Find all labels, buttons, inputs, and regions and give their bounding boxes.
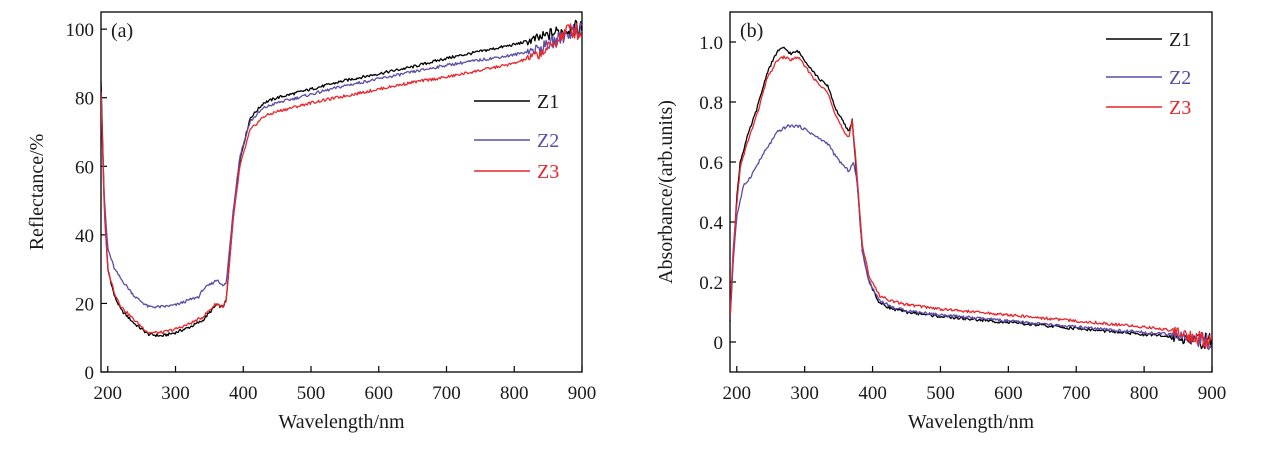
series-line-z1-b <box>730 46 1212 350</box>
x-tick-label-a: 900 <box>568 383 597 404</box>
series-line-z3-b <box>730 55 1212 350</box>
x-tick-label-a: 800 <box>500 383 529 404</box>
series-line-z3-a <box>101 22 582 335</box>
legend-label-z3-a: Z3 <box>537 161 559 183</box>
legend-label-z3-b: Z3 <box>1169 97 1191 119</box>
x-axis-label-b: Wavelength/nm <box>908 411 1035 433</box>
y-tick-label-b: 0.2 <box>699 273 723 294</box>
x-tick-label-a: 300 <box>161 383 190 404</box>
series-line-z1-a <box>101 19 582 338</box>
x-tick-label-b: 200 <box>723 383 752 404</box>
plot-frame-a <box>100 11 583 373</box>
y-tick-label-b: 0.4 <box>699 213 723 234</box>
x-tick-label-a: 500 <box>297 383 326 404</box>
y-tick-label-a: 0 <box>85 363 95 384</box>
y-tick-label-b: 0 <box>714 333 724 354</box>
x-tick-label-a: 200 <box>94 383 123 404</box>
x-tick-label-b: 400 <box>858 383 887 404</box>
legend-label-z1-a: Z1 <box>537 91 559 113</box>
x-tick-label-a: 600 <box>365 383 394 404</box>
x-tick-label-b: 600 <box>994 383 1023 404</box>
y-tick-label-a: 100 <box>66 20 95 41</box>
legend-label-z2-b: Z2 <box>1169 67 1191 89</box>
chart-panel-a: 200 300 400 500 600 700 800 900 0 20 40 60 80 100 Wave… <box>26 11 597 433</box>
x-tick-label-b: 700 <box>1062 383 1091 404</box>
chart-panel-b: 200 300 400 500 600 700 800 900 0 0.2 0.4 0.6 0.8 1.0… <box>655 11 1227 433</box>
y-axis-label-b: Absorbance/(arb.units) <box>655 100 677 284</box>
y-tick-label-b: 0.6 <box>699 153 723 174</box>
y-tick-label-a: 20 <box>75 294 94 315</box>
x-tick-label-a: 700 <box>432 383 461 404</box>
panel-label-b: (b) <box>740 20 763 42</box>
series-line-z2-b <box>730 124 1212 351</box>
x-tick-label-a: 400 <box>229 383 258 404</box>
y-axis-label-a: Reflectance/% <box>26 134 48 251</box>
y-tick-label-a: 40 <box>75 226 94 247</box>
x-tick-label-b: 900 <box>1198 383 1227 404</box>
panel-label-a: (a) <box>111 20 133 42</box>
x-tick-label-b: 300 <box>790 383 819 404</box>
y-tick-label-a: 60 <box>75 157 94 178</box>
series-line-z2-a <box>101 22 582 309</box>
y-tick-label-b: 1.0 <box>699 33 723 54</box>
legend-label-z2-a: Z2 <box>537 130 559 152</box>
x-tick-label-b: 500 <box>926 383 955 404</box>
legend-label-z1-b: Z1 <box>1169 29 1191 51</box>
x-axis-label-a: Wavelength/nm <box>278 411 405 433</box>
y-tick-label-a: 80 <box>75 89 94 110</box>
y-tick-label-b: 0.8 <box>699 93 723 114</box>
x-tick-label-b: 800 <box>1130 383 1159 404</box>
plot-frame-b <box>729 11 1213 373</box>
